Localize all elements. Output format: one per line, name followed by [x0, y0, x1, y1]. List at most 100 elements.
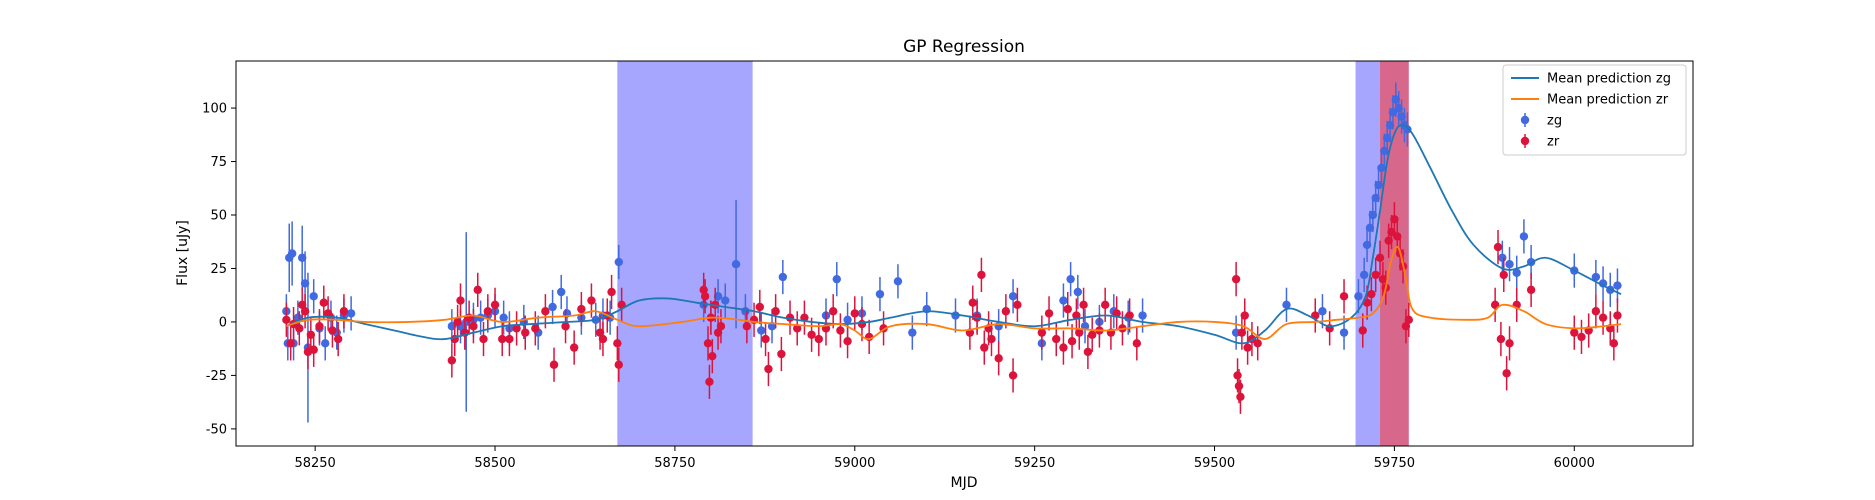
data-point-zr [1233, 371, 1242, 380]
y-axis-label: Flux [uJy] [175, 220, 191, 286]
legend-marker [1520, 115, 1530, 125]
data-point-zr [1063, 304, 1072, 314]
data-point-zr [1390, 215, 1399, 224]
plot-area [282, 82, 1622, 423]
data-point-zr [1375, 253, 1385, 262]
data-point-zg [346, 309, 356, 318]
data-point-zr [498, 334, 507, 344]
data-point-zr [703, 339, 713, 348]
data-point-zg [1591, 272, 1601, 282]
data-point-zr [793, 324, 802, 333]
data-point-zg [1231, 328, 1241, 337]
legend-label: Mean prediction zg [1547, 72, 1671, 87]
data-point-zr [469, 322, 478, 331]
data-point-zg [832, 274, 841, 284]
y-axis: -50 -25 0 25 50 75 100 [202, 102, 236, 437]
data-point-zr [1231, 274, 1241, 284]
data-point-zr [531, 324, 540, 333]
data-point-zg [1362, 240, 1372, 250]
data-point-zr [1384, 236, 1393, 245]
data-point-zr [1253, 339, 1262, 348]
data-point-zr [755, 302, 765, 312]
data-point-zr [1013, 300, 1022, 310]
data-point-zg [1374, 180, 1383, 190]
data-point-zr [771, 307, 780, 316]
data-point-zr [1339, 292, 1349, 301]
data-point-zr [1059, 343, 1068, 352]
data-point-zr [1234, 381, 1244, 391]
x-tick-label: 58750 [654, 456, 695, 471]
data-point-zr [286, 339, 295, 348]
x-tick-label: 58250 [294, 456, 335, 471]
data-point-zr [1591, 307, 1601, 316]
data-point-zr [1371, 270, 1380, 280]
data-point-zg [721, 296, 730, 305]
data-point-zg [1318, 307, 1327, 316]
data-point-zr [1044, 309, 1054, 318]
data-point-zr [1037, 328, 1047, 337]
data-point-zr [1404, 315, 1413, 325]
data-point-zg [1403, 125, 1412, 134]
data-point-zg [1059, 296, 1068, 305]
data-point-zr [549, 360, 559, 369]
x-tick-label: 59500 [1194, 456, 1235, 471]
data-point-zg [1339, 328, 1349, 337]
data-point-zr [1613, 311, 1622, 320]
data-point-zr [987, 334, 996, 344]
data-point-zg [1073, 287, 1083, 297]
x-tick-label: 59250 [1014, 456, 1055, 471]
data-point-zr [1598, 313, 1608, 322]
data-point-zr [569, 343, 579, 352]
data-point-zr [836, 326, 845, 335]
data-point-zr [1100, 300, 1110, 310]
data-point-zr [306, 330, 316, 339]
y-tick-label: -25 [206, 369, 227, 384]
data-point-zr [705, 377, 714, 387]
y-tick-label: 50 [210, 209, 227, 224]
line-mean-prediction-zr [286, 245, 1622, 340]
data-point-zr [968, 298, 977, 307]
data-point-zr [1243, 343, 1252, 352]
data-point-zr [282, 315, 291, 325]
data-point-zr [339, 307, 349, 316]
data-point-zg [893, 277, 903, 286]
data-point-zg [1388, 108, 1398, 117]
data-point-zr [828, 307, 838, 316]
chart-title: GP Regression [903, 37, 1025, 57]
data-point-zg [1512, 268, 1521, 277]
data-point-zg [1282, 300, 1291, 310]
series-zr [282, 202, 1622, 414]
data-point-zg [300, 279, 310, 288]
data-point-zr [1125, 311, 1134, 320]
data-point-zg [297, 253, 307, 262]
data-point-zr [613, 339, 622, 348]
data-point-zr [541, 307, 550, 316]
x-tick-label: 59750 [1374, 456, 1415, 471]
data-point-zg [1391, 95, 1401, 104]
data-point-zr [561, 322, 570, 331]
data-point-zr [742, 322, 752, 331]
data-point-zr [512, 324, 521, 333]
data-point-zg [1380, 146, 1389, 156]
data-point-zr [473, 285, 482, 295]
y-tick-label: 100 [202, 102, 227, 117]
data-point-zr [1378, 274, 1388, 284]
data-point-zr [323, 309, 333, 318]
data-point-zr [1499, 270, 1508, 280]
data-point-zr [761, 334, 770, 344]
data-point-zg [447, 322, 457, 331]
data-point-zg [614, 257, 623, 267]
data-point-zr [453, 317, 462, 327]
data-point-zg [1394, 103, 1403, 113]
data-point-zr [764, 364, 773, 374]
data-point-zr [479, 334, 488, 344]
data-point-zg [1008, 292, 1018, 301]
data-point-zg [1138, 311, 1147, 320]
x-tick-label: 58500 [474, 456, 515, 471]
series-zg [282, 82, 1622, 423]
data-point-zr [977, 270, 986, 280]
axes-frame [235, 60, 1694, 447]
shaded-region-0 [617, 61, 753, 446]
x-axis: 58250 58500 58750 59000 59250 59500 59750 60000 [294, 446, 1595, 471]
